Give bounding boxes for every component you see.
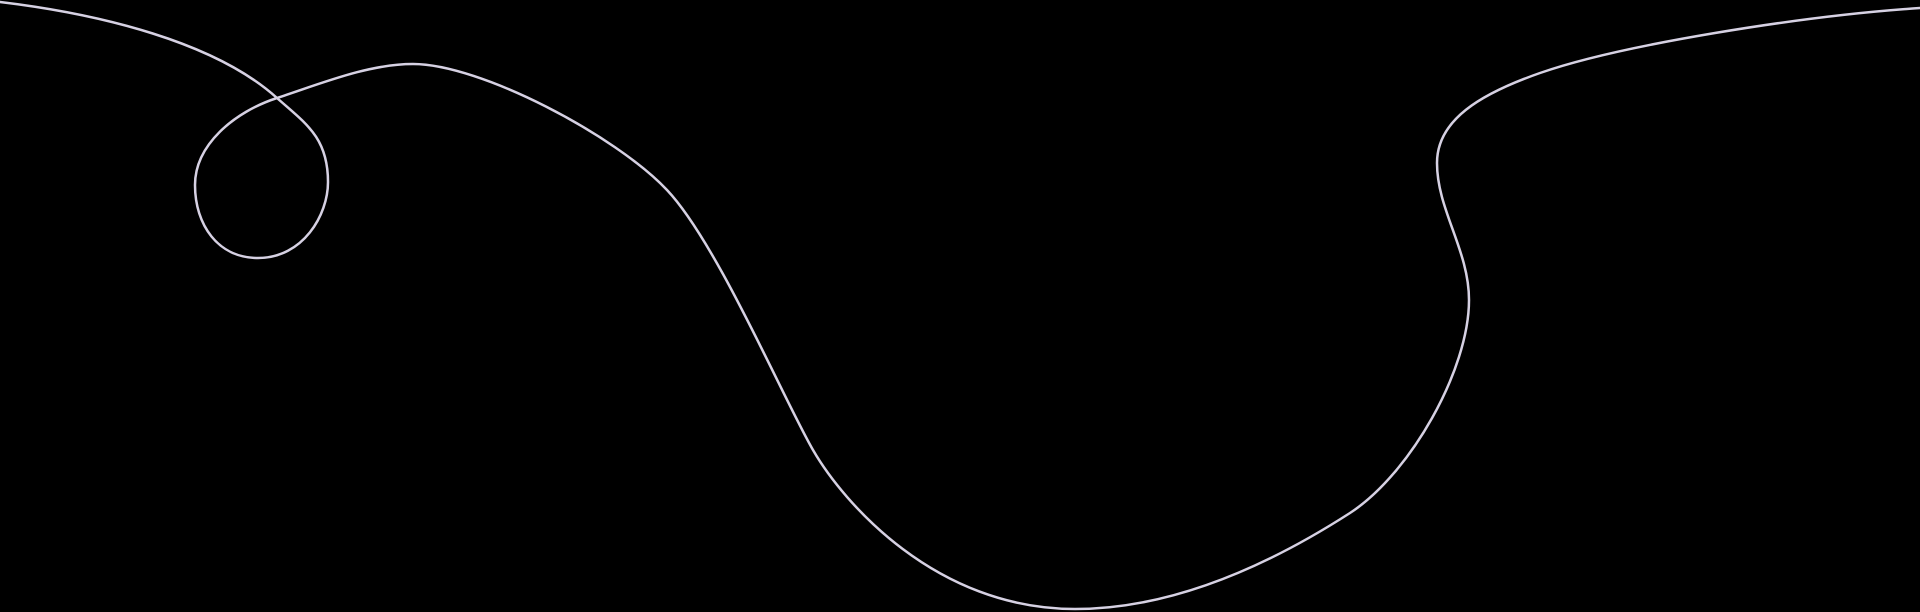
decorative-background-canvas: [0, 0, 1920, 611]
squiggle-line: [0, 0, 1920, 611]
squiggle-svg: [0, 0, 1920, 611]
